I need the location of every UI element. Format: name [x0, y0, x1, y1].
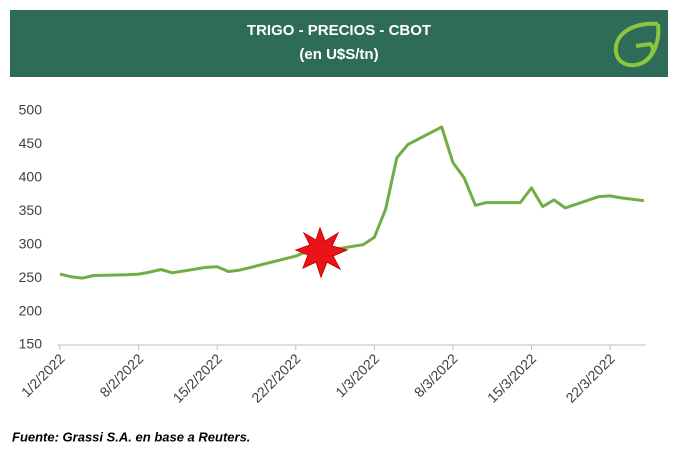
y-tick-label: 300	[19, 235, 43, 251]
x-tick-label: 15/2/2022	[170, 350, 226, 406]
x-tick-label: 22/3/2022	[562, 350, 618, 406]
x-tick-label: 15/3/2022	[484, 350, 540, 406]
chart-title: TRIGO - PRECIOS - CBOT	[247, 22, 431, 39]
y-tick-label: 350	[19, 202, 43, 218]
x-tick-label: 1/2/2022	[18, 350, 68, 400]
chart-subtitle: (en U$S/tn)	[299, 46, 378, 63]
x-tick-label: 22/2/2022	[248, 350, 304, 406]
x-tick-label: 8/2/2022	[96, 350, 146, 400]
y-tick-label: 400	[19, 169, 43, 185]
y-tick-label: 150	[19, 336, 43, 352]
y-tick-label: 250	[19, 269, 43, 285]
event-marker	[294, 226, 349, 279]
logo	[613, 21, 661, 68]
y-tick-label: 200	[19, 302, 43, 318]
header-bar	[10, 10, 668, 77]
source-note: Fuente: Grassi S.A. en base a Reuters.	[12, 429, 250, 444]
x-tick-label: 1/3/2022	[332, 350, 382, 400]
y-tick-label: 450	[19, 135, 43, 151]
data-line	[59, 125, 644, 280]
y-tick-label: 500	[19, 102, 43, 118]
x-tick-label: 8/3/2022	[411, 350, 461, 400]
